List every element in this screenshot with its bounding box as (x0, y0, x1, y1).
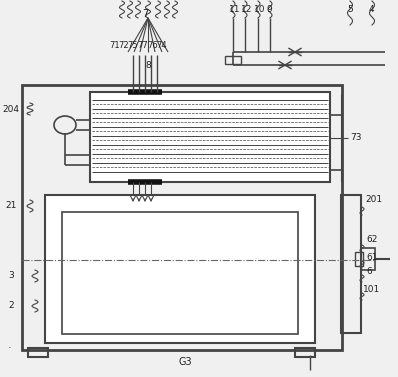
Text: 62: 62 (366, 236, 377, 245)
Bar (225, 56, 241, 64)
Text: 8: 8 (145, 60, 151, 69)
Bar (361, 248, 375, 270)
Text: 5: 5 (347, 6, 353, 14)
Text: 76: 76 (148, 40, 158, 49)
Text: 101: 101 (363, 285, 380, 294)
Text: G3: G3 (178, 357, 192, 367)
Bar (295, 348, 315, 357)
Text: 75: 75 (128, 40, 139, 49)
Text: 204: 204 (2, 106, 19, 115)
Bar (28, 348, 48, 357)
Text: 74: 74 (157, 40, 167, 49)
Text: .: . (8, 340, 12, 350)
Bar (355, 252, 363, 266)
Bar (22, 85, 342, 350)
Bar (90, 92, 330, 182)
Bar (341, 195, 361, 333)
Text: 4: 4 (369, 6, 375, 14)
Text: 61: 61 (366, 253, 377, 262)
Text: 201: 201 (365, 196, 382, 204)
Text: 2: 2 (8, 300, 14, 310)
Bar (45, 195, 315, 343)
Text: 7: 7 (142, 9, 148, 19)
Text: 77: 77 (138, 40, 148, 49)
Text: 10: 10 (254, 6, 265, 14)
Bar (62, 212, 298, 334)
Text: 9: 9 (266, 6, 272, 14)
Text: 3: 3 (8, 271, 14, 279)
Text: 72: 72 (119, 40, 129, 49)
Text: 21: 21 (5, 201, 16, 210)
Text: 6: 6 (366, 268, 372, 276)
Text: 11: 11 (229, 6, 240, 14)
Text: 73: 73 (350, 133, 361, 143)
Text: 71: 71 (110, 40, 120, 49)
Text: 12: 12 (241, 6, 252, 14)
